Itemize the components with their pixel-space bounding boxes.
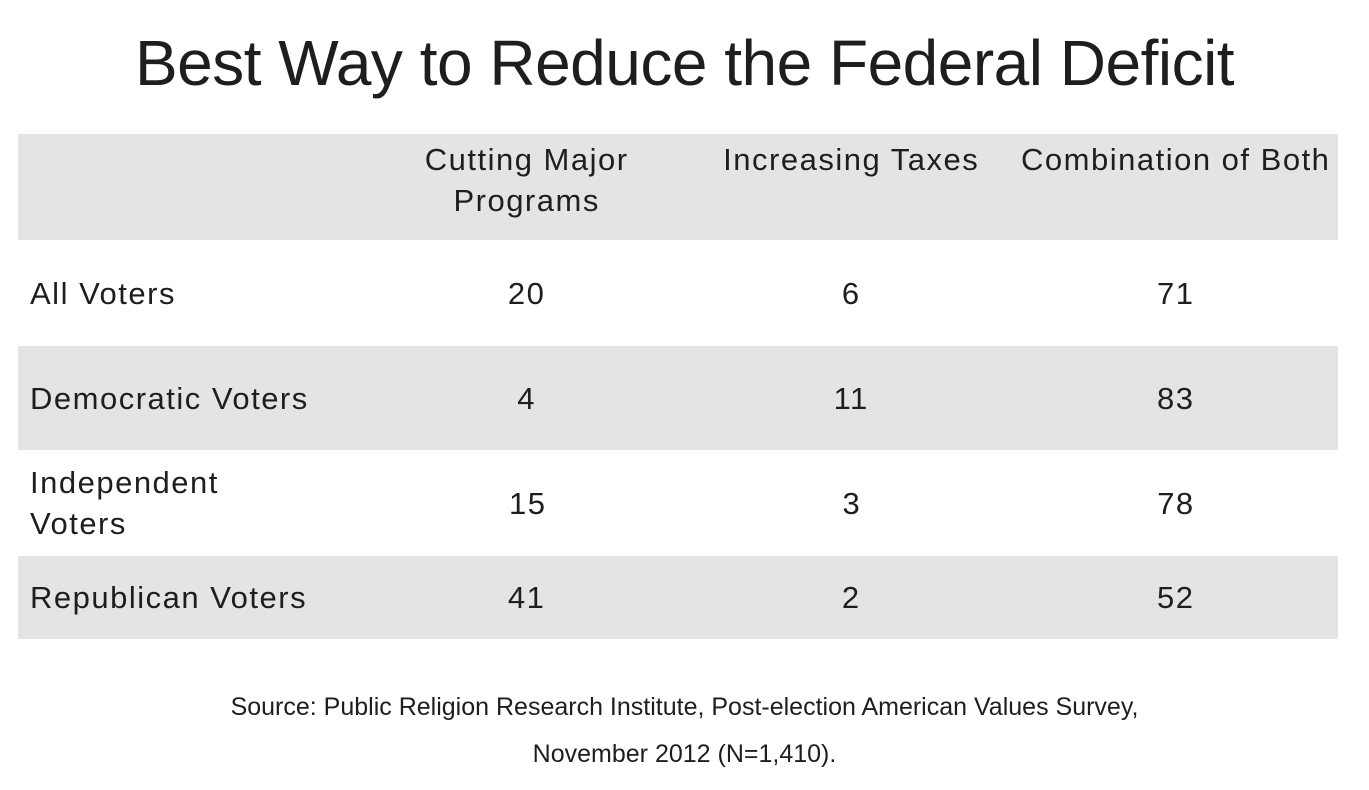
- row-label: Democratic Voters: [30, 380, 309, 416]
- table-row: Democratic Voters 4 11 83: [18, 346, 1338, 450]
- table-cell: 2: [841, 580, 861, 615]
- row-label: Republican Voters: [30, 580, 308, 615]
- table-row: Republican Voters 41 2 52: [18, 556, 1338, 639]
- table-row: Independent Voters 15 3 78: [18, 450, 1338, 556]
- table-row: All Voters 20 6 71: [18, 240, 1338, 346]
- table-cell: 6: [841, 275, 861, 311]
- table-cell: 11: [833, 380, 869, 416]
- table-cell: 15: [509, 485, 547, 521]
- column-header: Combination of Both: [1021, 142, 1331, 177]
- table-cell: 78: [1157, 485, 1195, 521]
- column-header: Cutting Major Programs: [424, 142, 629, 218]
- source-line: November 2012 (N=1,410).: [532, 740, 837, 768]
- table-cell: 52: [1157, 580, 1195, 615]
- column-header: Increasing Taxes: [723, 142, 980, 177]
- table-cell: 71: [1157, 275, 1195, 311]
- table-cell: 83: [1157, 380, 1195, 416]
- row-label: Independent Voters: [30, 465, 219, 541]
- source-note: Source: Public Religion Research Institu…: [0, 684, 1369, 778]
- table-header-row: Cutting Major Programs Increasing Taxes …: [18, 134, 1338, 240]
- chart-title: Best Way to Reduce the Federal Deficit: [134, 27, 1235, 99]
- source-line: Source: Public Religion Research Institu…: [230, 693, 1139, 721]
- row-label: All Voters: [30, 275, 176, 311]
- data-table: Cutting Major Programs Increasing Taxes …: [18, 134, 1338, 639]
- table-cell: 41: [507, 580, 546, 615]
- table-cell: 4: [517, 380, 537, 416]
- table-cell: 20: [507, 275, 546, 311]
- table-cell: 3: [842, 485, 862, 521]
